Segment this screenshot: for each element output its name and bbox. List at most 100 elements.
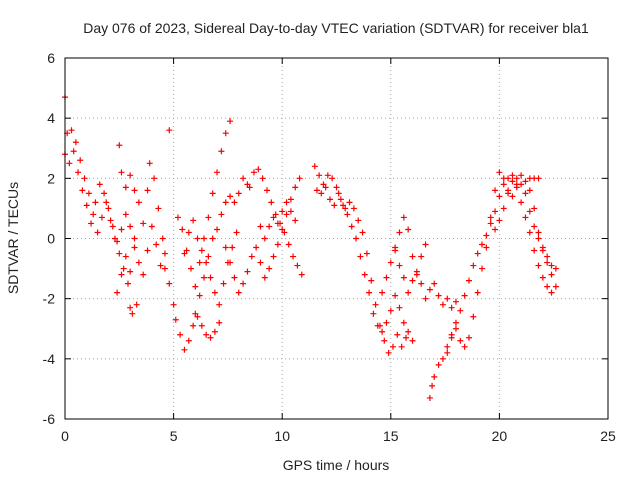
data-point (292, 217, 299, 224)
data-point (444, 295, 451, 302)
data-point (405, 226, 412, 233)
data-point (131, 235, 138, 242)
data-point (159, 235, 166, 242)
data-point (409, 337, 416, 344)
data-point (253, 244, 260, 251)
data-point (426, 394, 433, 401)
data-point (363, 250, 370, 257)
data-point (88, 220, 95, 227)
data-point (522, 190, 529, 197)
data-point (366, 289, 373, 296)
data-point (500, 181, 507, 188)
data-point (465, 334, 472, 341)
data-point (68, 127, 75, 134)
x-tick-label: 0 (61, 428, 69, 444)
data-point (92, 199, 99, 206)
data-point (250, 169, 257, 176)
data-point (257, 223, 264, 230)
grid-lines (65, 58, 608, 419)
y-tick-label: -2 (43, 291, 56, 307)
data-point (487, 220, 494, 227)
data-point (348, 223, 355, 230)
data-point (465, 277, 472, 284)
data-point (283, 199, 290, 206)
data-point (474, 289, 481, 296)
series-track-s (509, 172, 555, 296)
data-point (244, 181, 251, 188)
data-point (190, 217, 197, 224)
data-point (216, 301, 223, 308)
series-track-o (392, 247, 459, 311)
data-point (337, 196, 344, 203)
x-tick-label: 15 (383, 428, 399, 444)
data-point (140, 220, 147, 227)
data-point (444, 343, 451, 350)
data-point (287, 208, 294, 215)
data-point (518, 199, 525, 206)
data-point (544, 253, 551, 260)
data-point (240, 175, 247, 182)
data-point (235, 190, 242, 197)
data-point (194, 313, 201, 320)
plot-frame (64, 57, 609, 420)
data-point (492, 208, 499, 215)
data-point (552, 283, 559, 290)
data-points (62, 94, 559, 401)
data-point (439, 301, 446, 308)
data-point (383, 319, 390, 326)
data-point (170, 301, 177, 308)
data-point (500, 205, 507, 212)
data-point (496, 193, 503, 200)
data-point (216, 319, 223, 326)
data-point (81, 175, 88, 182)
data-point (526, 187, 533, 194)
data-point (452, 319, 459, 326)
data-point (368, 277, 375, 284)
data-point (396, 229, 403, 236)
data-point (263, 187, 270, 194)
data-point (96, 181, 103, 188)
data-point (387, 259, 394, 266)
data-point (340, 202, 347, 209)
data-point (274, 220, 281, 227)
data-point (135, 259, 142, 266)
data-point (118, 169, 125, 176)
series-track-t (526, 187, 559, 272)
data-point (444, 349, 451, 356)
data-point (403, 334, 410, 341)
data-point (279, 208, 286, 215)
data-point (350, 205, 357, 212)
data-point (83, 202, 90, 209)
data-point (470, 262, 477, 269)
data-point (331, 202, 338, 209)
data-point (548, 262, 555, 269)
data-point (135, 199, 142, 206)
data-point (431, 373, 438, 380)
data-point (192, 310, 199, 317)
data-point (509, 193, 516, 200)
data-point (101, 190, 108, 197)
y-tick-label: -6 (43, 411, 56, 427)
data-point (522, 178, 529, 185)
axis-ticks: 0 5 10 15 20 25 -6 -4 -2 0 2 4 6 (43, 50, 616, 444)
data-point (429, 382, 436, 389)
series-track-g (181, 217, 240, 308)
data-point (285, 241, 292, 248)
data-point (85, 190, 92, 197)
data-point (544, 259, 551, 266)
data-point (281, 229, 288, 236)
series-track-e (166, 118, 234, 290)
data-point (75, 169, 82, 176)
data-point (222, 244, 229, 251)
series-track-f (172, 313, 223, 353)
x-tick-label: 10 (274, 428, 290, 444)
data-point (187, 265, 194, 272)
data-point (259, 175, 266, 182)
data-point (181, 250, 188, 257)
data-point (400, 214, 407, 221)
data-point (439, 355, 446, 362)
data-point (153, 241, 160, 248)
data-point (383, 274, 390, 281)
data-point (311, 163, 318, 170)
